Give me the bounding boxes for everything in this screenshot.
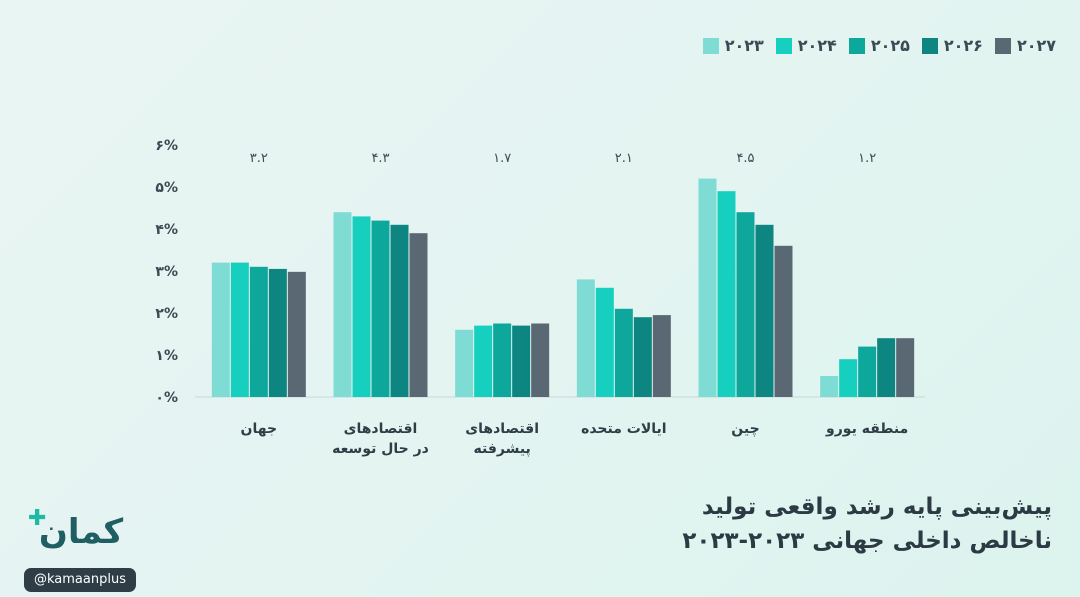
data-label: ۳.۲: [250, 151, 268, 166]
legend-item: ۲۰۲۳: [702, 36, 764, 55]
legend-swatch: [775, 37, 792, 54]
bar: [839, 359, 858, 397]
brand-logo: ✚ کمان: [24, 506, 138, 552]
legend-label: ۲۰۲۵: [870, 36, 910, 55]
data-label: ۴.۳: [371, 151, 389, 166]
plus-icon: ✚: [28, 506, 47, 531]
data-label: ۴.۵: [736, 151, 754, 166]
data-label: ۱.۲: [858, 151, 876, 166]
x-tick-label: پیشرفته: [474, 441, 531, 457]
bar: [352, 216, 371, 397]
legend: ۲۰۲۷ ۲۰۲۶ ۲۰۲۵ ۲۰۲۴ ۲۰۲۳: [702, 36, 1056, 55]
legend-label: ۲۰۲۶: [943, 36, 983, 55]
legend-item: ۲۰۲۵: [848, 36, 910, 55]
bar: [455, 329, 474, 397]
bar: [755, 224, 774, 397]
x-tick-label: اقتصادهای: [344, 421, 418, 437]
x-tick-label: در حال توسعه: [332, 441, 429, 457]
data-label: ۲.۱: [615, 151, 633, 166]
legend-swatch: [994, 37, 1011, 54]
x-tick-label: جهان: [241, 421, 278, 437]
y-tick-label: ۰%: [155, 390, 178, 406]
y-tick-label: ۵%: [155, 180, 178, 196]
bar: [652, 315, 671, 397]
bar: [633, 317, 652, 397]
legend-item: ۲۰۲۷: [994, 36, 1056, 55]
bar: [896, 338, 915, 397]
bar: [531, 323, 550, 397]
y-tick-label: ۴%: [155, 222, 178, 238]
y-tick-label: ۶%: [155, 138, 178, 154]
bar: [877, 338, 896, 397]
legend-item: ۲۰۲۶: [921, 36, 983, 55]
bar: [371, 220, 390, 397]
x-tick-label: چین: [731, 421, 759, 437]
legend-item: ۲۰۲۴: [775, 36, 837, 55]
chart-title: پیش‌بینی پایه رشد واقعی تولید ناخالص داخ…: [682, 490, 1052, 558]
bar: [512, 325, 531, 397]
bar: [595, 287, 614, 397]
social-handle: @kamaanplus: [24, 568, 136, 592]
brand-name: کمان: [38, 512, 124, 552]
bar: [249, 266, 268, 397]
bar: [858, 346, 877, 397]
bar: [230, 262, 249, 397]
bar: [333, 212, 352, 397]
bar: [736, 212, 755, 397]
title-line-1: پیش‌بینی پایه رشد واقعی تولید: [701, 494, 1052, 520]
bar: [390, 224, 409, 397]
legend-label: ۲۰۲۷: [1016, 36, 1056, 55]
legend-label: ۲۰۲۳: [724, 36, 764, 55]
bar: [614, 308, 633, 397]
bar: [409, 233, 428, 397]
x-tick-label: اقتصادهای: [465, 421, 539, 437]
data-label: ۱.۷: [493, 151, 511, 166]
bar: [268, 268, 287, 397]
bar: [698, 178, 717, 397]
legend-swatch: [921, 37, 938, 54]
y-tick-label: ۱%: [155, 348, 178, 364]
x-tick-label: منطقه یورو: [825, 421, 908, 437]
bar: [211, 262, 230, 397]
title-line-2: ناخالص داخلی جهانی ۲۰۲۳-۲۰۲۳: [682, 528, 1052, 554]
bar: [717, 191, 736, 397]
legend-swatch: [848, 37, 865, 54]
bar: [576, 279, 595, 397]
legend-swatch: [702, 37, 719, 54]
y-tick-label: ۲%: [155, 306, 178, 322]
bar: [493, 323, 512, 397]
bar: [287, 271, 306, 397]
bar: [820, 376, 839, 397]
bar: [774, 245, 793, 397]
legend-label: ۲۰۲۴: [797, 36, 837, 55]
y-tick-label: ۳%: [155, 264, 178, 280]
x-tick-label: ایالات متحده: [581, 421, 667, 437]
bar: [474, 325, 493, 397]
